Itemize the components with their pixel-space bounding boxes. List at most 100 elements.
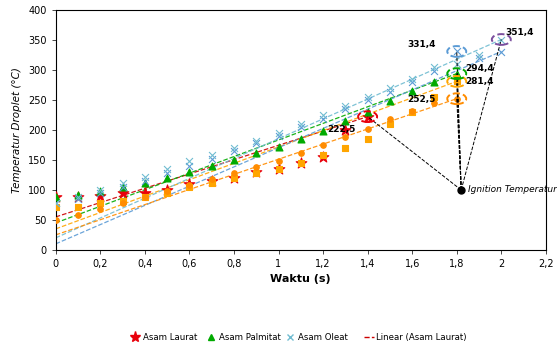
Asam Stearat: [319, 117, 328, 122]
Asam Stearat: [163, 170, 172, 176]
Asam Palmitat: [207, 163, 216, 169]
Asam Laurat: [296, 160, 305, 166]
Asam Palmitat: [163, 175, 172, 181]
Text: Ignition Temperature: Ignition Temperature: [468, 186, 557, 194]
Text: 252,5: 252,5: [408, 95, 436, 104]
Asam Miristat: [252, 170, 261, 176]
Asam Oleat: [207, 152, 216, 158]
Asam Palmitat: [296, 136, 305, 142]
Legend: Asam Laurat, Asam Miristat, Asam Palmitat, Asam Stearat, Asam Oleat, Asam Linole: Asam Laurat, Asam Miristat, Asam Palmita…: [130, 333, 472, 347]
Asam Miristat: [163, 190, 172, 196]
Asam Linoleat: [185, 183, 194, 188]
Asam Stearat: [341, 107, 350, 112]
Asam Palmitat: [385, 99, 394, 104]
Asam Miristat: [452, 79, 461, 84]
Asam Laurat: [252, 169, 261, 175]
Asam Palmitat: [452, 71, 461, 76]
Asam Linoleat: [341, 135, 350, 140]
Asam Stearat: [74, 196, 82, 202]
Asam Palmitat: [185, 169, 194, 175]
Asam Palmitat: [408, 88, 417, 94]
Asam Palmitat: [96, 188, 105, 194]
Asam Laurat: [319, 154, 328, 160]
Asam Linoleat: [229, 170, 238, 176]
Asam Miristat: [207, 180, 216, 186]
Asam Palmitat: [341, 118, 350, 124]
Asam Oleat: [452, 61, 461, 67]
Asam Laurat: [118, 190, 127, 196]
Asam Linoleat: [274, 159, 283, 164]
Asam Oleat: [74, 194, 82, 200]
Asam Oleat: [118, 180, 127, 186]
Asam Stearat: [229, 148, 238, 154]
Asam Linoleat: [252, 164, 261, 170]
Asam Linoleat: [363, 126, 372, 132]
Asam Stearat: [430, 69, 439, 74]
Asam Miristat: [140, 194, 149, 200]
Asam Oleat: [408, 76, 417, 82]
Asam Linoleat: [163, 188, 172, 194]
Asam Stearat: [140, 178, 149, 184]
Asam Linoleat: [140, 194, 149, 200]
Asam Laurat: [207, 178, 216, 184]
Asam Laurat: [96, 193, 105, 199]
Asam Linoleat: [74, 212, 82, 218]
Asam Oleat: [475, 52, 483, 58]
Asam Oleat: [430, 65, 439, 70]
Text: 331,4: 331,4: [408, 40, 436, 49]
Asam Miristat: [51, 204, 60, 210]
Asam Oleat: [363, 94, 372, 100]
Asam Stearat: [296, 124, 305, 130]
Asam Palmitat: [74, 192, 82, 197]
Asam Linoleat: [319, 142, 328, 148]
Asam Oleat: [252, 138, 261, 144]
Asam Oleat: [51, 200, 60, 206]
Asam Linoleat: [96, 206, 105, 212]
Asam Laurat: [163, 187, 172, 193]
Asam Oleat: [185, 159, 194, 164]
Asam Stearat: [385, 90, 394, 95]
Asam Oleat: [341, 103, 350, 109]
Asam Miristat: [118, 198, 127, 204]
Asam Linoleat: [207, 176, 216, 182]
Asam Palmitat: [363, 109, 372, 115]
Asam Miristat: [185, 184, 194, 190]
Asam Miristat: [319, 152, 328, 158]
Asam Laurat: [274, 166, 283, 172]
Asam Miristat: [363, 136, 372, 142]
Asam Palmitat: [319, 128, 328, 134]
Asam Laurat: [74, 194, 82, 200]
Asam Stearat: [185, 163, 194, 169]
Asam Laurat: [185, 181, 194, 187]
Asam Miristat: [385, 121, 394, 127]
Asam Oleat: [497, 37, 506, 42]
Asam Miristat: [96, 200, 105, 206]
Text: 222,5: 222,5: [328, 125, 356, 134]
Asam Oleat: [296, 121, 305, 127]
X-axis label: Waktu (s): Waktu (s): [271, 274, 331, 285]
Asam Miristat: [229, 175, 238, 181]
Asam Laurat: [363, 114, 372, 119]
Asam Linoleat: [51, 217, 60, 223]
Text: 294,4: 294,4: [466, 64, 495, 73]
Asam Miristat: [341, 145, 350, 151]
Asam Oleat: [140, 174, 149, 180]
Asam Laurat: [341, 127, 350, 133]
Asam Stearat: [408, 79, 417, 85]
Asam Palmitat: [252, 150, 261, 156]
Asam Stearat: [207, 156, 216, 162]
Asam Palmitat: [51, 194, 60, 200]
Asam Stearat: [475, 56, 483, 61]
Y-axis label: Temperatur Droplet (°C): Temperatur Droplet (°C): [12, 67, 22, 193]
Asam Miristat: [408, 109, 417, 115]
Asam Oleat: [229, 145, 238, 151]
Text: 281,4: 281,4: [466, 77, 494, 86]
Asam Oleat: [96, 187, 105, 193]
Asam Laurat: [140, 190, 149, 196]
Asam Stearat: [51, 200, 60, 206]
Asam Palmitat: [430, 79, 439, 85]
Asam Palmitat: [274, 144, 283, 150]
Asam Stearat: [118, 184, 127, 190]
Asam Stearat: [452, 49, 461, 54]
Asam Linoleat: [118, 200, 127, 206]
